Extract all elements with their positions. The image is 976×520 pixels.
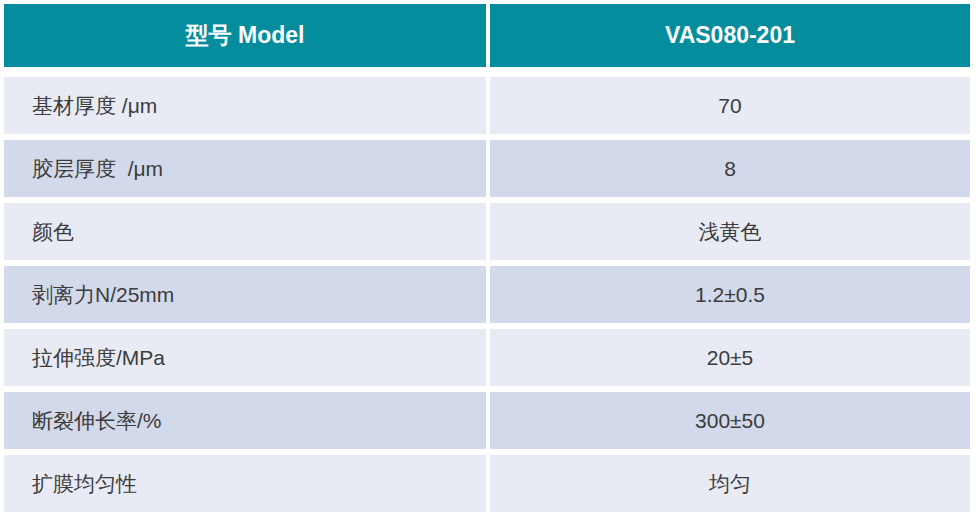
- table-row-elongation-at-break: 断裂伸长率/% 300±50: [4, 392, 970, 449]
- table-row-film-expansion-uniformity: 扩膜均匀性 均匀: [4, 455, 970, 512]
- table-row-substrate-thickness: 基材厚度 /μm 70: [4, 77, 970, 134]
- table-header-row: 型号 Model VAS080-201: [4, 4, 970, 67]
- header-model-label: 型号 Model: [4, 4, 486, 67]
- spec-value: 300±50: [490, 392, 970, 449]
- header-model-number: VAS080-201: [490, 4, 970, 67]
- table-row-adhesive-thickness: 胶层厚度 /μm 8: [4, 140, 970, 197]
- spec-label: 胶层厚度 /μm: [4, 140, 486, 197]
- table-row-peel-force: 剥离力N/25mm 1.2±0.5: [4, 266, 970, 323]
- spec-value: 70: [490, 77, 970, 134]
- spec-value: 浅黄色: [490, 203, 970, 260]
- spec-value: 8: [490, 140, 970, 197]
- product-spec-table: 型号 Model VAS080-201 基材厚度 /μm 70 胶层厚度 /μm…: [0, 0, 976, 520]
- spec-label: 基材厚度 /μm: [4, 77, 486, 134]
- spec-label: 拉伸强度/MPa: [4, 329, 486, 386]
- spec-label: 断裂伸长率/%: [4, 392, 486, 449]
- table-row-tensile-strength: 拉伸强度/MPa 20±5: [4, 329, 970, 386]
- spec-label: 颜色: [4, 203, 486, 260]
- spec-value: 1.2±0.5: [490, 266, 970, 323]
- spec-value: 20±5: [490, 329, 970, 386]
- table-row-color: 颜色 浅黄色: [4, 203, 970, 260]
- spec-label: 剥离力N/25mm: [4, 266, 486, 323]
- spec-value: 均匀: [490, 455, 970, 512]
- spec-label: 扩膜均匀性: [4, 455, 486, 512]
